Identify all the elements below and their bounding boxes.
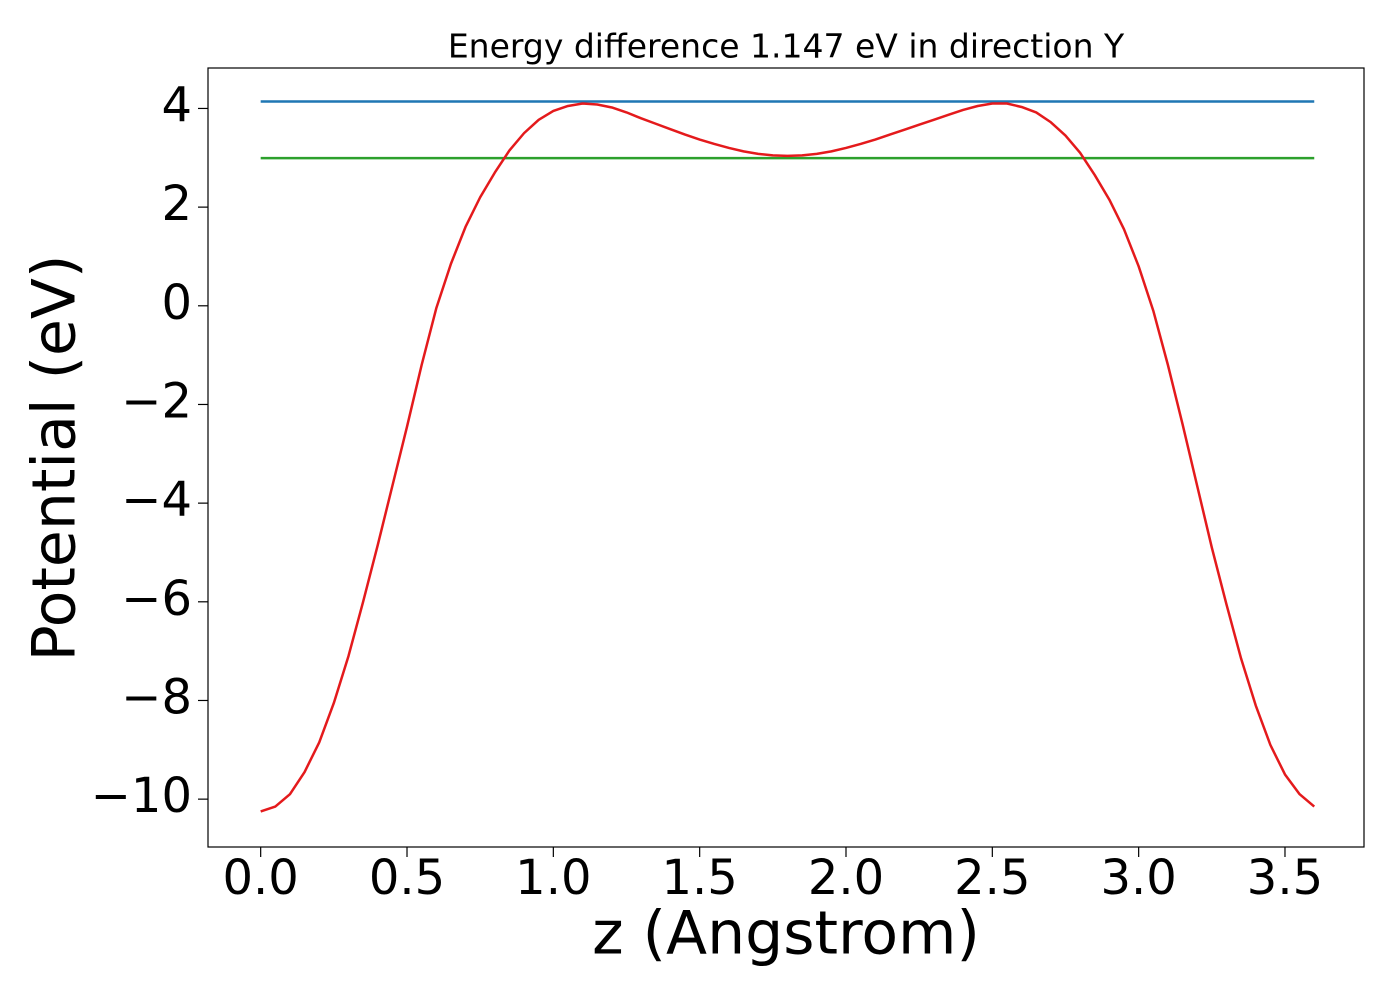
x-tick-label: 1.0 bbox=[515, 850, 591, 906]
x-tick-label: 2.5 bbox=[954, 850, 1030, 906]
x-tick-label: 0.5 bbox=[369, 850, 445, 906]
x-tick-label: 0.0 bbox=[223, 850, 299, 906]
x-axis-label: z (Angstrom) bbox=[592, 899, 980, 969]
y-tick-label: 2 bbox=[161, 176, 192, 232]
y-tick-label: −8 bbox=[121, 669, 192, 725]
y-axis-label: Potential (eV) bbox=[20, 255, 90, 662]
y-tick-label: −6 bbox=[121, 571, 192, 627]
y-tick-label: 4 bbox=[161, 77, 192, 133]
y-tick-label: −4 bbox=[121, 472, 192, 528]
x-tick-label: 2.0 bbox=[808, 850, 884, 906]
x-tick-label: 3.5 bbox=[1247, 850, 1323, 906]
plot-frame bbox=[207, 67, 1365, 848]
x-tick-label: 1.5 bbox=[661, 850, 737, 906]
chart-title: Energy difference 1.147 eV in direction … bbox=[448, 27, 1125, 66]
y-tick-label: −10 bbox=[91, 768, 192, 824]
y-tick-label: −2 bbox=[121, 373, 192, 429]
y-tick-label: 0 bbox=[161, 275, 192, 331]
x-tick-label: 3.0 bbox=[1100, 850, 1176, 906]
series-line bbox=[260, 102, 1316, 813]
